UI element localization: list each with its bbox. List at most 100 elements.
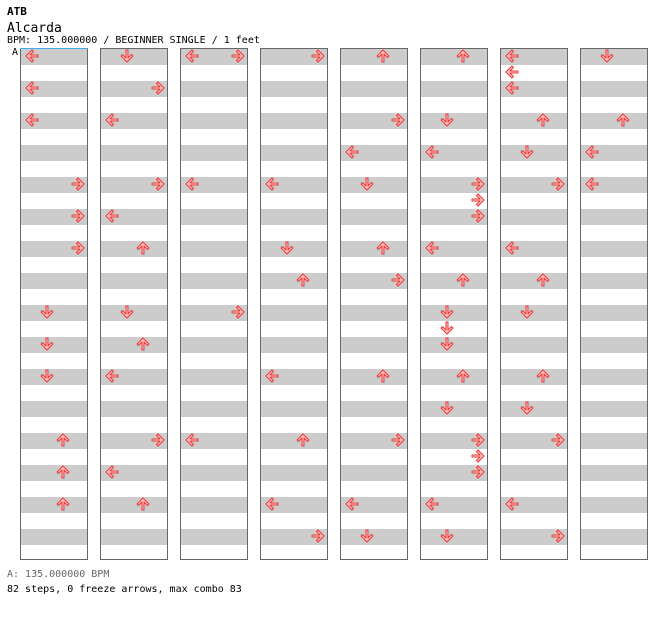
- up-arrow-icon: [376, 369, 390, 383]
- beat-stripe: [581, 305, 647, 321]
- beat-stripe: [181, 273, 247, 289]
- beat-stripe: [421, 401, 487, 417]
- bpm-summary: A: 135.000000 BPM: [7, 569, 110, 580]
- down-arrow-icon: [600, 49, 614, 63]
- beat-stripe: [581, 49, 647, 65]
- beat-stripe: [21, 337, 87, 353]
- beat-stripe: [501, 145, 567, 161]
- beat-stripe: [181, 337, 247, 353]
- beat-stripe: [21, 273, 87, 289]
- up-arrow-icon: [536, 113, 550, 127]
- song-title: Alcarda: [7, 21, 62, 36]
- beat-stripe: [501, 465, 567, 481]
- beat-stripe: [501, 273, 567, 289]
- measure-column-1: [20, 48, 88, 560]
- left-arrow-icon: [25, 49, 39, 63]
- beat-stripe: [581, 369, 647, 385]
- beat-stripe: [581, 145, 647, 161]
- beat-stripe: [581, 241, 647, 257]
- down-arrow-icon: [440, 113, 454, 127]
- step-stats: 82 steps, 0 freeze arrows, max combo 83: [7, 584, 242, 595]
- left-arrow-icon: [425, 497, 439, 511]
- down-arrow-icon: [520, 145, 534, 159]
- beat-stripe: [581, 209, 647, 225]
- beat-stripe: [181, 145, 247, 161]
- left-arrow-icon: [425, 145, 439, 159]
- beat-stripe: [101, 401, 167, 417]
- bpm-change-line: [20, 48, 88, 49]
- beat-stripe: [341, 369, 407, 385]
- beat-stripe: [341, 241, 407, 257]
- left-arrow-icon: [505, 81, 519, 95]
- beat-stripe: [341, 145, 407, 161]
- down-arrow-icon: [440, 305, 454, 319]
- beat-stripe: [261, 465, 327, 481]
- left-arrow-icon: [345, 497, 359, 511]
- beat-stripe: [421, 241, 487, 257]
- measure-column-6: [420, 48, 488, 560]
- beat-stripe: [421, 81, 487, 97]
- beat-stripe: [501, 241, 567, 257]
- beat-stripe: [501, 369, 567, 385]
- beat-stripe: [341, 337, 407, 353]
- up-arrow-icon: [56, 497, 70, 511]
- left-arrow-icon: [265, 369, 279, 383]
- up-arrow-icon: [136, 497, 150, 511]
- beat-stripe: [21, 49, 87, 65]
- right-arrow-icon: [471, 449, 485, 463]
- beat-stripe: [181, 305, 247, 321]
- beat-stripe: [21, 305, 87, 321]
- beat-stripe: [421, 337, 487, 353]
- down-arrow-icon: [40, 369, 54, 383]
- beat-stripe: [421, 305, 487, 321]
- beat-stripe: [581, 177, 647, 193]
- beat-stripe: [261, 49, 327, 65]
- beat-stripe: [501, 81, 567, 97]
- beat-stripe: [181, 81, 247, 97]
- up-arrow-icon: [616, 113, 630, 127]
- left-arrow-icon: [105, 369, 119, 383]
- right-arrow-icon: [471, 433, 485, 447]
- beat-stripe: [341, 433, 407, 449]
- up-arrow-icon: [536, 273, 550, 287]
- beat-stripe: [501, 209, 567, 225]
- beat-stripe: [421, 497, 487, 513]
- beat-stripe: [341, 529, 407, 545]
- down-arrow-icon: [440, 337, 454, 351]
- beat-stripe: [501, 401, 567, 417]
- right-arrow-icon: [471, 209, 485, 223]
- beat-stripe: [181, 49, 247, 65]
- right-arrow-icon: [231, 305, 245, 319]
- left-arrow-icon: [185, 177, 199, 191]
- left-arrow-icon: [185, 49, 199, 63]
- right-arrow-icon: [471, 193, 485, 207]
- beat-stripe: [261, 113, 327, 129]
- left-arrow-icon: [25, 81, 39, 95]
- beat-stripe: [581, 401, 647, 417]
- beat-stripe: [501, 177, 567, 193]
- beat-stripe: [341, 209, 407, 225]
- beat-stripe: [421, 209, 487, 225]
- left-arrow-icon: [505, 241, 519, 255]
- beat-stripe: [421, 369, 487, 385]
- up-arrow-icon: [456, 273, 470, 287]
- beat-stripe: [101, 529, 167, 545]
- beat-stripe: [581, 433, 647, 449]
- right-arrow-icon: [471, 465, 485, 479]
- beat-stripe: [341, 49, 407, 65]
- measure-column-8: [580, 48, 648, 560]
- left-arrow-icon: [25, 113, 39, 127]
- beat-stripe: [101, 145, 167, 161]
- beat-stripe: [581, 465, 647, 481]
- beat-stripe: [341, 177, 407, 193]
- beat-stripe: [261, 241, 327, 257]
- beat-stripe: [421, 49, 487, 65]
- beat-stripe: [261, 177, 327, 193]
- up-arrow-icon: [536, 369, 550, 383]
- beat-stripe: [421, 529, 487, 545]
- beat-stripe: [261, 337, 327, 353]
- beat-stripe: [581, 337, 647, 353]
- beat-stripe: [101, 465, 167, 481]
- beat-stripe: [421, 145, 487, 161]
- beat-stripe: [101, 209, 167, 225]
